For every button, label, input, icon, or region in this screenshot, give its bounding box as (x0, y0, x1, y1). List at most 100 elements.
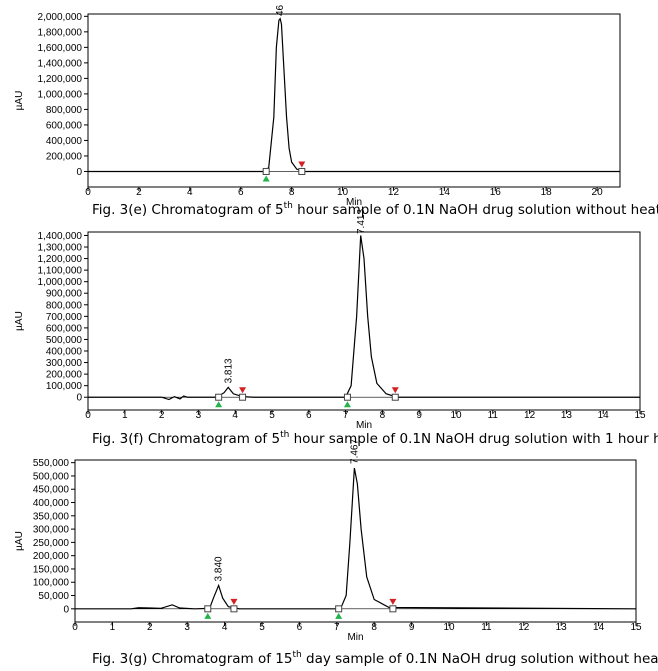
y-tick-label: 1,100,000 (38, 266, 83, 277)
y-axis-label: µAU (14, 311, 25, 331)
x-tick-label: 5 (259, 622, 265, 633)
y-tick-label: 1,000,000 (38, 89, 83, 100)
x-tick-label: 0 (72, 622, 78, 633)
x-tick-label: 5 (269, 410, 275, 421)
y-tick-label: 200,000 (46, 151, 83, 162)
y-tick-label: 1,300,000 (38, 243, 83, 254)
caption-text: hour sample of 0.1N NaOH drug solution w… (289, 431, 658, 447)
x-tick-label: 13 (556, 622, 568, 633)
x-tick-label: 12 (524, 410, 536, 421)
y-tick-label: 1,600,000 (38, 43, 83, 54)
x-tick-label: 4 (232, 410, 238, 421)
x-tick-label: 3 (196, 410, 202, 421)
peak-start-marker (335, 612, 343, 619)
x-axis-label: Min (356, 420, 372, 431)
x-tick-label: 20 (592, 187, 604, 198)
x-tick-label: 8 (371, 622, 377, 633)
peak-start-box (335, 605, 343, 613)
x-tick-label: 12 (518, 622, 530, 633)
peak-end-marker (298, 161, 306, 168)
peak-label: 46 (275, 4, 286, 16)
x-axis-label: Min (347, 632, 363, 643)
y-tick-label: 0 (76, 167, 82, 178)
y-tick-label: 2,000,000 (38, 12, 83, 23)
y-tick-label: 50,000 (38, 591, 69, 602)
x-tick-label: 14 (593, 622, 605, 633)
y-tick-label: 300,000 (46, 358, 83, 369)
caption: Fig. 3(e) Chromatogram of 5th hour sampl… (92, 201, 658, 218)
y-tick-label: 550,000 (33, 458, 70, 469)
peak-start-box (215, 393, 223, 401)
y-tick-label: 450,000 (33, 485, 70, 496)
y-tick-label: 350,000 (33, 511, 70, 522)
y-tick-label: 600,000 (46, 120, 83, 131)
x-tick-label: 0 (85, 187, 91, 198)
peak-end-marker (230, 598, 238, 605)
peak-end-marker (389, 598, 397, 605)
y-tick-label: 1,400,000 (38, 231, 83, 242)
x-tick-label: 15 (630, 622, 642, 633)
peak-end-box (391, 393, 399, 401)
x-tick-label: 0 (85, 410, 91, 421)
x-tick-label: 7 (343, 410, 349, 421)
caption-sup: th (284, 201, 293, 211)
y-tick-label: 1,200,000 (38, 74, 83, 85)
y-tick-label: 0 (76, 393, 82, 404)
y-tick-label: 500,000 (46, 335, 83, 346)
chromatogram-trace (88, 17, 620, 173)
y-tick-label: 250,000 (33, 538, 70, 549)
plot-frame (74, 459, 637, 623)
peak-start-marker (343, 401, 351, 408)
x-tick-label: 10 (450, 410, 462, 421)
x-tick-label: 4 (222, 622, 228, 633)
y-tick-label: 1,000,000 (38, 277, 83, 288)
x-tick-label: 11 (488, 410, 499, 421)
caption: Fig. 3(f) Chromatogram of 5th hour sampl… (92, 430, 658, 447)
peak-start-box (204, 605, 212, 613)
peak-start-box (262, 167, 270, 175)
x-tick-label: 3 (184, 622, 190, 633)
x-tick-label: 16 (490, 187, 502, 198)
y-tick-label: 100,000 (46, 381, 83, 392)
x-tick-label: 14 (598, 410, 610, 421)
plot-frame (87, 231, 641, 411)
x-tick-label: 13 (561, 410, 573, 421)
y-tick-label: 1,400,000 (38, 58, 83, 69)
x-tick-label: 1 (110, 622, 116, 633)
peak-end-box (230, 605, 238, 613)
y-tick-label: 400,000 (33, 498, 70, 509)
chromatogram-trace (75, 467, 637, 610)
x-tick-label: 8 (289, 187, 295, 198)
x-tick-label: 12 (388, 187, 400, 198)
peak-label: 7.467 (349, 439, 360, 464)
y-tick-label: 400,000 (46, 136, 83, 147)
y-tick-label: 800,000 (46, 105, 83, 116)
x-tick-label: 2 (159, 410, 165, 421)
x-tick-label: 11 (481, 622, 492, 633)
y-axis-label: µAU (14, 531, 25, 551)
x-tick-label: 14 (439, 187, 451, 198)
peak-start-box (343, 393, 351, 401)
y-tick-label: 150,000 (33, 564, 70, 575)
x-tick-label: 2 (136, 187, 142, 198)
x-tick-label: 1 (122, 410, 128, 421)
caption-text: Fig. 3(f) Chromatogram of 5 (92, 431, 280, 447)
y-tick-label: 300,000 (33, 525, 70, 536)
x-tick-label: 7 (334, 622, 340, 633)
y-tick-label: 1,200,000 (38, 254, 83, 265)
peak-end-marker (239, 387, 247, 394)
peak-end-box (298, 167, 306, 175)
x-tick-label: 15 (634, 410, 646, 421)
caption-text: day sample of 0.1N NaOH drug solution wi… (302, 651, 658, 667)
peak-end-box (239, 393, 247, 401)
y-tick-label: 0 (63, 604, 69, 615)
y-tick-label: 500,000 (33, 471, 70, 482)
y-tick-label: 600,000 (46, 323, 83, 334)
y-tick-label: 800,000 (46, 300, 83, 311)
peak-label: 7.413 (356, 209, 367, 234)
y-axis-label: µAU (14, 91, 25, 111)
x-tick-label: 6 (297, 622, 303, 633)
x-tick-label: 2 (147, 622, 153, 633)
y-tick-label: 200,000 (33, 551, 70, 562)
